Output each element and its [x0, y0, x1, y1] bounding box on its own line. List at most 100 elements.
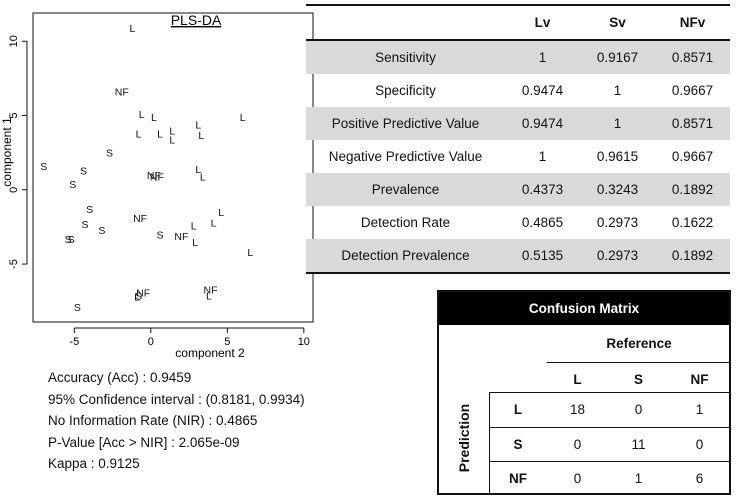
scatter-point-nf: NF	[203, 284, 217, 296]
cell-value: 1	[613, 116, 622, 131]
y-tick-label: 10	[8, 35, 20, 47]
cell-value: 0.2973	[596, 248, 639, 263]
cell-nf-s: 1	[634, 471, 643, 486]
scatter-point-l: L	[191, 220, 197, 232]
scatter-point-l: L	[136, 128, 142, 140]
cell-l-s: 0	[634, 402, 643, 417]
cell-value: 0.1892	[671, 182, 714, 197]
metrics-header-blank	[306, 5, 505, 40]
cell-s-nf: 0	[695, 437, 704, 452]
table-row: Negative Predictive Value 1 0.9615 0.966…	[306, 140, 730, 173]
row-label: Detection Rate	[360, 215, 451, 230]
kappa-text: Kappa : 0.9125	[48, 456, 140, 471]
scatter-point-s: S	[106, 148, 113, 160]
scatter-point-l: L	[247, 247, 253, 259]
scatter-point-s: S	[135, 290, 142, 302]
scatter-point-l: L	[134, 292, 140, 304]
cell-value: 0.9667	[671, 149, 714, 164]
cell-value: 0.9474	[521, 116, 564, 131]
cell-value: 0.8571	[671, 116, 714, 131]
x-tick-label: 0	[148, 336, 154, 348]
confidence-interval-text: 95% Confidence interval : (0.8181, 0.993…	[48, 391, 305, 407]
cell-value: 0.1892	[671, 248, 714, 263]
scatter-point-nf: NF	[147, 170, 161, 182]
scatter-point-l: L	[157, 128, 163, 140]
table-row: Detection Prevalence 0.5135 0.2973 0.189…	[306, 239, 730, 273]
cell-value: 0.9667	[671, 83, 714, 98]
table-row: Prevalence 0.4373 0.3243 0.1892	[306, 173, 730, 206]
cell-value: 0.4373	[521, 182, 564, 197]
divider	[489, 392, 731, 393]
row-label: Sensitivity	[375, 50, 436, 65]
x-tick-label: -5	[69, 336, 79, 348]
divider	[547, 362, 731, 363]
cell-value: 0.4865	[521, 215, 564, 230]
scatter-point-l: L	[151, 112, 157, 124]
class-metrics-table: Lv Sv NFv Sensitivity 1 0.9167 0.8571 Sp…	[306, 4, 730, 274]
cell-s-l: 0	[573, 437, 582, 452]
cell-l-l: 18	[569, 402, 586, 417]
scatter-point-l: L	[139, 109, 145, 121]
column-header-s: S	[633, 372, 643, 387]
scatter-point-l: L	[130, 23, 136, 35]
scatter-point-s: S	[82, 219, 89, 231]
divider	[489, 392, 490, 495]
row-header-l: L	[513, 402, 523, 417]
scatter-point-s: S	[74, 302, 81, 314]
x-axis-label: component 2	[175, 346, 245, 360]
scatter-point-l: L	[211, 217, 217, 229]
cell-value: 0.1622	[671, 215, 714, 230]
scatter-point-nf: NF	[133, 213, 147, 225]
metrics-header-lv: Lv	[534, 15, 551, 30]
divider	[489, 427, 731, 428]
y-tick-label: -5	[8, 259, 20, 269]
divider	[489, 461, 731, 462]
scatter-point-l: L	[200, 171, 206, 183]
scatter-point-l: L	[169, 125, 175, 137]
y-axis: -5 0 5 10	[8, 35, 28, 269]
metrics-header-row: Lv Sv NFv	[306, 5, 730, 40]
scatter-point-s: S	[86, 204, 93, 216]
p-value-text: P-Value [Acc > NIR] : 2.065e-09	[48, 434, 240, 450]
metrics-header-sv: Sv	[609, 15, 626, 30]
scatter-point-s: S	[80, 165, 87, 177]
scatter-point-l: L	[198, 130, 204, 142]
cell-l-nf: 1	[695, 402, 704, 417]
confusion-matrix: Confusion Matrix Reference L S NF Predic…	[437, 290, 731, 495]
scatter-point-s: S	[68, 234, 75, 246]
row-label: Detection Prevalence	[341, 248, 470, 263]
cell-nf-l: 0	[573, 471, 582, 486]
cell-value: 0.3243	[596, 182, 639, 197]
table-row: Specificity 0.9474 1 0.9667	[306, 74, 730, 107]
cell-value: 0.9167	[596, 50, 639, 65]
column-header-l: L	[573, 372, 582, 387]
scatter-point-l: L	[192, 237, 198, 249]
y-tick-label: 0	[8, 187, 20, 193]
scatter-point-nf: NF	[115, 87, 129, 99]
cell-s-s: 11	[631, 437, 646, 452]
scatter-point-l: L	[240, 112, 246, 124]
scatter-point-l: L	[206, 290, 212, 302]
x-tick-label: 5	[224, 336, 230, 348]
scatter-point-s: S	[98, 225, 105, 237]
cell-value: 0.2973	[596, 215, 639, 230]
x-tick-label: 10	[298, 336, 310, 348]
scatter-point-nf: NF	[136, 287, 150, 299]
scatter-point-l: L	[169, 134, 175, 146]
row-header-nf: NF	[509, 471, 527, 486]
cell-value: 1	[538, 50, 547, 65]
no-information-rate-text: No Information Rate (NIR) : 0.4865	[48, 413, 258, 428]
row-label: Negative Predictive Value	[328, 149, 483, 164]
scatter-point-s: S	[65, 234, 72, 246]
scatter-point-l: L	[195, 164, 201, 176]
model-statistics: Accuracy (Acc) : 0.9459 95% Confidence i…	[48, 367, 305, 475]
table-row: Detection Rate 0.4865 0.2973 0.1622	[306, 206, 730, 239]
y-tick-label: 5	[8, 112, 20, 118]
scatter-point-nf: NF	[150, 171, 164, 183]
x-axis: -5 0 5 10	[69, 327, 310, 348]
scatter-point-s: S	[40, 161, 47, 173]
cell-value: 0.9474	[521, 83, 564, 98]
reference-label: Reference	[606, 336, 672, 351]
row-header-s: S	[513, 437, 523, 452]
